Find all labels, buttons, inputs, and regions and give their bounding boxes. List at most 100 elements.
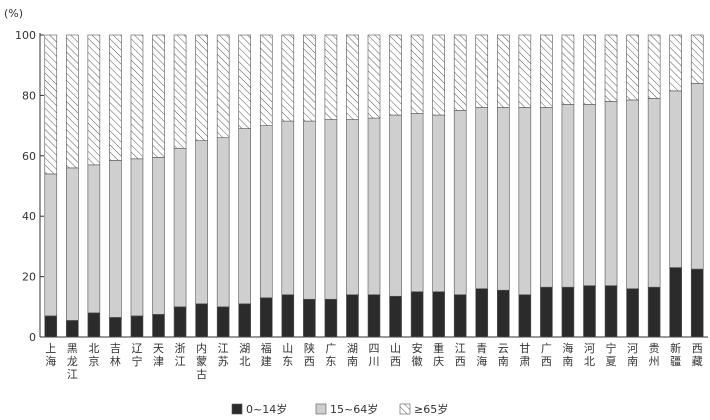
bar-segment-65-plus [583, 34, 596, 105]
bar-segment-0-14 [518, 294, 532, 338]
category-label: 湖南 [347, 342, 358, 368]
category-label: 吉林 [110, 342, 121, 368]
bar-segment-65-plus [496, 34, 510, 108]
category-label: 安徽 [412, 341, 423, 368]
category-label: 天津 [153, 342, 164, 368]
bar-segment-15-64 [475, 107, 489, 289]
bar-segment-65-plus [130, 34, 144, 160]
bar-segment-65-plus [109, 34, 122, 161]
category-label: 四川 [369, 342, 380, 368]
category-label: 黑龙江 [67, 342, 78, 381]
bar-segment-65-plus [259, 34, 273, 126]
bar-segment-15-64 [66, 167, 79, 321]
category-labels: 上海黑龙江北京吉林辽宁天津浙江内蒙古江苏湖北福建山东陕西广东湖南四川山西安徽重庆… [45, 341, 702, 381]
bar-segment-65-plus [647, 34, 661, 99]
bar-segment-15-64 [324, 119, 338, 300]
y-axis-label: (%) [4, 7, 23, 20]
category-label: 广东 [325, 342, 336, 368]
bar-segment-0-14 [259, 297, 273, 338]
bar-segment-0-14 [604, 285, 618, 338]
y-tick-label: 40 [22, 210, 36, 223]
bar-segment-65-plus [367, 34, 381, 119]
bar-segment-15-64 [518, 107, 532, 296]
category-label: 宁夏 [606, 341, 617, 368]
category-label: 山西 [390, 342, 401, 368]
y-tick-label: 100 [15, 29, 36, 42]
bar-segment-15-64 [540, 107, 553, 288]
bar-segment-65-plus [87, 34, 101, 166]
bar-segment-65-plus [195, 34, 208, 141]
category-label: 江西 [455, 342, 466, 368]
bar-segment-65-plus [238, 34, 252, 129]
y-tick-label: 80 [22, 89, 36, 102]
bar-segment-15-64 [173, 147, 187, 308]
bar-segment-15-64 [389, 114, 402, 297]
legend-swatch [399, 403, 411, 415]
bar-segment-15-64 [432, 114, 445, 292]
legend: 0~14岁 15~64岁 ≥65岁 [231, 402, 448, 416]
y-tick-label: 0 [29, 331, 36, 344]
legend-label: ≥65岁 [414, 402, 448, 416]
category-label: 北京 [88, 342, 99, 368]
bar-segment-0-14 [173, 306, 187, 338]
category-label: 内蒙古 [196, 341, 207, 381]
bar-segment-15-64 [410, 113, 424, 292]
bar-segment-0-14 [389, 295, 402, 338]
bar-segment-15-64 [346, 119, 359, 296]
legend-swatch [231, 403, 243, 415]
legend-label: 15~64岁 [330, 402, 378, 416]
category-label: 云南 [498, 342, 509, 368]
bar-segment-15-64 [561, 104, 575, 288]
bar-segment-0-14 [626, 288, 639, 338]
bar-segment-65-plus [690, 34, 704, 84]
category-label: 河南 [627, 342, 638, 368]
bar-segment-0-14 [410, 291, 424, 338]
bar-segment-65-plus [303, 34, 316, 122]
legend-label: 0~14岁 [246, 402, 287, 416]
bar-segment-15-64 [216, 137, 230, 308]
bar-segment-65-plus [669, 34, 682, 92]
category-label: 陕西 [304, 341, 315, 368]
category-label: 青海 [476, 342, 487, 368]
bar-segment-0-14 [496, 289, 510, 338]
bar-segment-65-plus [281, 34, 295, 122]
bar-segment-65-plus [410, 34, 424, 114]
category-label: 江苏 [218, 342, 229, 368]
legend-swatch [315, 403, 327, 415]
category-label: 海南 [562, 341, 573, 368]
y-tick-label: 20 [22, 271, 36, 284]
bar-segment-0-14 [346, 294, 359, 338]
bar-segment-65-plus [216, 34, 230, 138]
bar-segment-65-plus [518, 34, 532, 108]
bar-segment-15-64 [626, 99, 639, 289]
bar-segment-15-64 [367, 117, 381, 296]
bar-segment-65-plus [389, 34, 402, 116]
category-label: 福建 [261, 341, 272, 368]
category-label: 上海 [45, 342, 56, 368]
bar-segment-15-64 [669, 90, 682, 268]
bars [44, 34, 704, 338]
category-label: 湖北 [239, 342, 250, 368]
bar-segment-0-14 [66, 320, 79, 338]
bar-segment-0-14 [669, 267, 682, 338]
bar-segment-65-plus [626, 34, 639, 101]
bar-segment-0-14 [195, 303, 208, 338]
bar-segment-65-plus [44, 34, 58, 175]
category-label: 河北 [584, 342, 595, 368]
bar-segment-65-plus [346, 34, 359, 120]
bar-segment-15-64 [496, 107, 510, 291]
bar-segment-15-64 [130, 158, 144, 317]
bar-segment-15-64 [583, 104, 596, 286]
bar-segment-0-14 [44, 315, 58, 338]
category-label: 贵州 [649, 342, 660, 368]
y-tick-label: 60 [22, 150, 36, 163]
bar-segment-0-14 [238, 303, 252, 338]
bar-segment-15-64 [281, 120, 295, 296]
bar-segment-0-14 [324, 298, 338, 338]
bar-segment-65-plus [561, 34, 575, 105]
bar-segment-65-plus [604, 34, 618, 102]
bar-segment-15-64 [647, 98, 661, 288]
bar-segment-15-64 [195, 140, 208, 305]
bar-segment-0-14 [453, 294, 467, 338]
